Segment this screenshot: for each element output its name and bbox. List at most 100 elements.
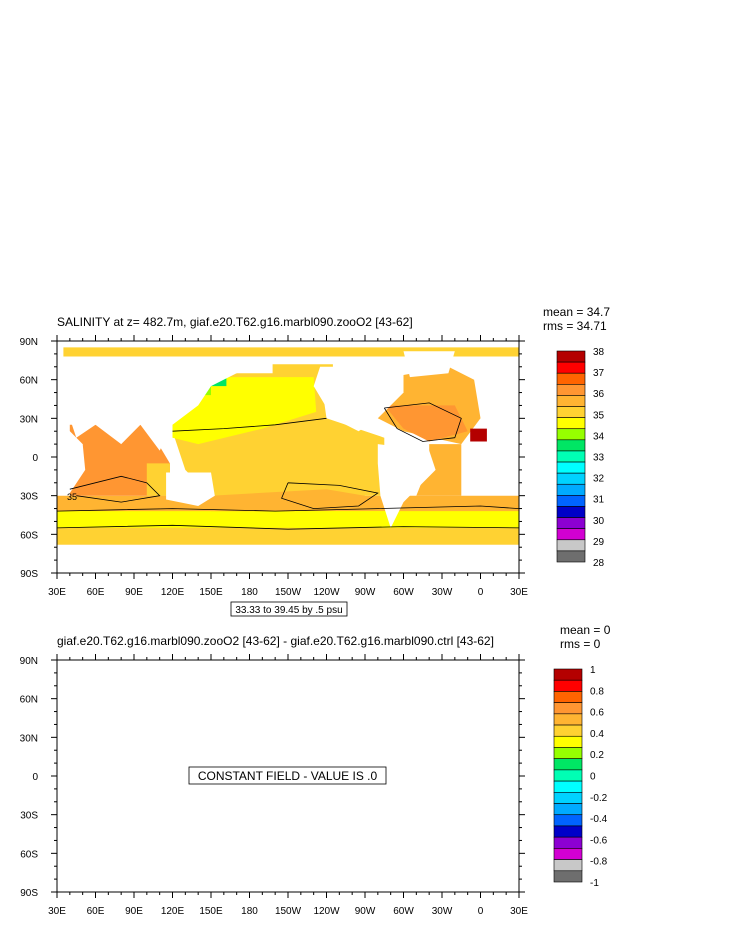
- contour-line: [172, 417, 327, 432]
- panel2-rms: rms = 0: [560, 637, 601, 651]
- colorbar-swatch: [553, 836, 583, 849]
- colorbar-label: 0.6: [590, 708, 604, 719]
- panel1-rms: rms = 34.71: [543, 319, 607, 333]
- x-tick-label: 90E: [125, 906, 143, 917]
- colorbar-swatch: [553, 691, 583, 703]
- colorbar-swatch: [556, 417, 586, 430]
- colorbar-swatch: [556, 528, 586, 541]
- y-axis: 90N 60N 30N 0 30S 60S 90S: [20, 337, 525, 580]
- colorbar-swatch: [556, 483, 586, 496]
- subtropical-atlantic: [384, 405, 468, 442]
- indian-east: [146, 463, 170, 496]
- x-tick-label: 180: [241, 587, 258, 598]
- colorbar-swatch: [556, 350, 586, 363]
- antarctica-land: [57, 549, 519, 573]
- colorbar-swatch: [556, 550, 586, 563]
- colorbar-swatch: [556, 472, 586, 485]
- contour-line: [56, 524, 520, 530]
- colorbar-label: 1: [590, 665, 596, 676]
- colorbar-swatch: [553, 702, 583, 715]
- colorbar-swatch: [556, 539, 586, 552]
- colorbar-swatch: [553, 780, 583, 793]
- colorbar-swatch: [553, 724, 583, 737]
- contour-lines: [56, 402, 520, 530]
- colorbar-label: 37: [593, 368, 605, 379]
- colorbar-label: 38: [593, 347, 605, 358]
- x-tick-label: 0: [478, 587, 484, 598]
- colorbar-swatch: [553, 825, 583, 838]
- y-tick-label: 30N: [20, 733, 38, 744]
- colorbar-label: 0.4: [590, 729, 604, 740]
- x-tick-label: 120E: [161, 587, 185, 598]
- colorbar-label: 31: [593, 495, 605, 506]
- colorbar-label: 28: [593, 558, 605, 569]
- y-tick-label: 30S: [20, 811, 38, 822]
- eurasia-land: [57, 360, 250, 451]
- constant-field-box: CONSTANT FIELD - VALUE IS .0: [188, 766, 387, 785]
- x-tick-label: 90W: [355, 587, 376, 598]
- colorbar-swatch: [553, 870, 583, 883]
- colorbar-swatch: [556, 495, 586, 507]
- y-tick-label: 90N: [20, 656, 38, 667]
- colorbar-swatch: [556, 361, 586, 374]
- colorbar-swatch: [556, 461, 586, 474]
- x-tick-label: 60W: [393, 906, 414, 917]
- colorbar-swatch: [556, 372, 586, 385]
- info-label-box: 33.33 to 39.45 by .5 psu: [230, 601, 348, 617]
- x-axis: 30E 60E 90E 120E 150E 180 150W 120W 90W 60W 30W 0 30…: [48, 654, 528, 917]
- south-pacific-fresh: [294, 511, 391, 528]
- colorbar-label: 0.2: [590, 750, 604, 761]
- colorbar-swatch: [556, 450, 586, 463]
- colorbar-swatch: [556, 517, 586, 529]
- australia-land: [166, 472, 215, 506]
- colorbar: 38 37 36 35 34 33 32 31 30 29 28: [556, 347, 605, 569]
- colorbar-label: 0.8: [590, 686, 604, 697]
- colorbar-label: 30: [593, 516, 605, 527]
- x-tick-label: 120E: [161, 906, 185, 917]
- colorbar-swatch: [556, 428, 586, 441]
- colorbar: 1 0.8 0.6 0.4 0.2 0 -0.2 -0.4 -0.6 -0.8 -1: [553, 665, 608, 889]
- x-tick-label: 90W: [355, 906, 376, 917]
- panel2-mean: mean = 0: [560, 623, 611, 637]
- x-tick-label: 30E: [48, 906, 66, 917]
- x-axis: 30E 60E 90E 120E 150E 180 150W 120W 90W 60W 30W 0 30…: [48, 335, 528, 598]
- constant-field-message: CONSTANT FIELD - VALUE IS .0: [198, 769, 378, 783]
- colorbar-swatch: [553, 803, 583, 816]
- salinity-field: [57, 341, 520, 573]
- southern-fresh-band: [57, 511, 519, 528]
- colorbar-label: 0: [590, 772, 596, 783]
- colorbar-label: -0.8: [590, 857, 608, 868]
- mediterranean-outflow: [470, 428, 487, 442]
- contour-line: [383, 402, 462, 442]
- y-tick-label: 90S: [20, 569, 38, 580]
- colorbar-swatch: [553, 679, 583, 692]
- x-tick-label: 150E: [199, 587, 223, 598]
- y-tick-label: 30S: [20, 492, 38, 503]
- x-tick-label: 120W: [313, 587, 340, 598]
- x-tick-label: 150E: [199, 906, 223, 917]
- y-tick-label: 60N: [20, 695, 38, 706]
- contour-line: [56, 505, 520, 512]
- x-tick-label: 60E: [87, 587, 105, 598]
- colorbar-swatch: [553, 792, 583, 804]
- north-america-land: [313, 366, 404, 432]
- colorbar-label: 35: [593, 410, 605, 421]
- colorbar-swatch: [553, 848, 583, 860]
- colorbar-label: -0.4: [590, 814, 608, 825]
- colorbar-label: 36: [593, 389, 605, 400]
- contour-line: [281, 482, 379, 510]
- colorbar-label: 32: [593, 474, 605, 485]
- x-tick-label: 60E: [87, 906, 105, 917]
- x-tick-label: 180: [241, 906, 258, 917]
- colorbar-label: 34: [593, 431, 605, 442]
- x-tick-label: 150W: [275, 906, 302, 917]
- indian-ocean: [69, 424, 170, 496]
- colorbar-swatch: [556, 384, 586, 396]
- y-tick-label: 0: [32, 772, 38, 783]
- panel2-title: giaf.e20.T62.g16.marbl090.zooO2 [43-62] …: [57, 634, 494, 648]
- x-tick-label: 30W: [432, 587, 453, 598]
- y-tick-label: 90S: [20, 888, 38, 899]
- south-atlantic: [416, 444, 462, 496]
- colorbar-swatch: [553, 713, 583, 726]
- colorbar-swatch: [553, 814, 583, 827]
